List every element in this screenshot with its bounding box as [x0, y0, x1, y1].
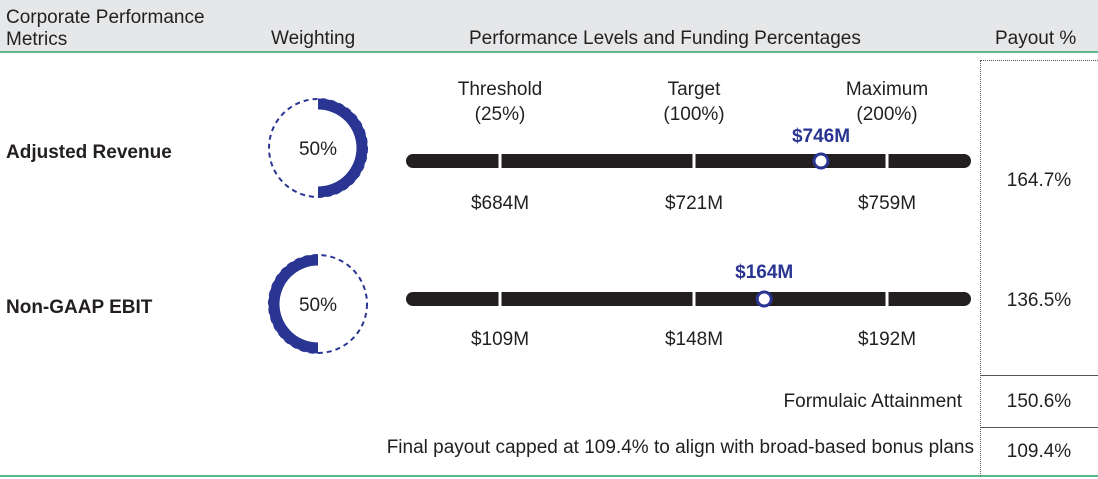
metric-name-adjusted-revenue: Adjusted Revenue [6, 142, 172, 163]
header-payout: Payout % [995, 28, 1077, 49]
threshold-value: $109M [471, 329, 529, 350]
header-background [0, 0, 1098, 52]
final-payout-label: Final payout capped at 109.4% to align w… [386, 437, 974, 458]
maximum-value: $192M [858, 329, 916, 350]
payout-separator [980, 375, 1098, 376]
weight-donut-arc [317, 98, 368, 198]
payout-column-box [980, 60, 1098, 476]
target-value: $148M [665, 329, 723, 350]
level-funding-maximum: (200%) [856, 104, 917, 125]
payout-value-adjusted-revenue: 164.7% [1006, 170, 1072, 191]
header-performance-levels: Performance Levels and Funding Percentag… [469, 28, 861, 49]
metric-name-non-gaap-ebit: Non-GAAP EBIT [6, 297, 153, 318]
footer-rule [0, 475, 1098, 477]
maximum-value: $759M [858, 193, 916, 214]
payout-value-non-gaap-ebit: 136.5% [1006, 290, 1072, 311]
weight-label: 50% [299, 139, 337, 160]
level-funding-threshold: (25%) [475, 104, 526, 125]
level-funding-target: (100%) [663, 104, 724, 125]
actual-value-label: $164M [735, 262, 793, 283]
payout-separator [980, 427, 1098, 428]
final-payout-value: 109.4% [1006, 441, 1072, 462]
formulaic-attainment-label: Formulaic Attainment [783, 391, 962, 412]
weight-donut-arc [268, 254, 319, 354]
header-metrics: Corporate Performance Metrics [6, 7, 205, 50]
actual-marker [755, 290, 773, 308]
formulaic-attainment-value: 150.6% [1006, 391, 1072, 412]
level-name-threshold: Threshold [458, 79, 543, 100]
level-name-maximum: Maximum [846, 79, 928, 100]
target-value: $721M [665, 193, 723, 214]
threshold-value: $684M [471, 193, 529, 214]
header-weighting: Weighting [271, 28, 356, 49]
actual-marker [812, 152, 830, 170]
level-name-target: Target [668, 79, 722, 100]
weight-label: 50% [299, 295, 337, 316]
actual-value-label: $746M [792, 126, 850, 147]
header-rule [0, 51, 1098, 53]
